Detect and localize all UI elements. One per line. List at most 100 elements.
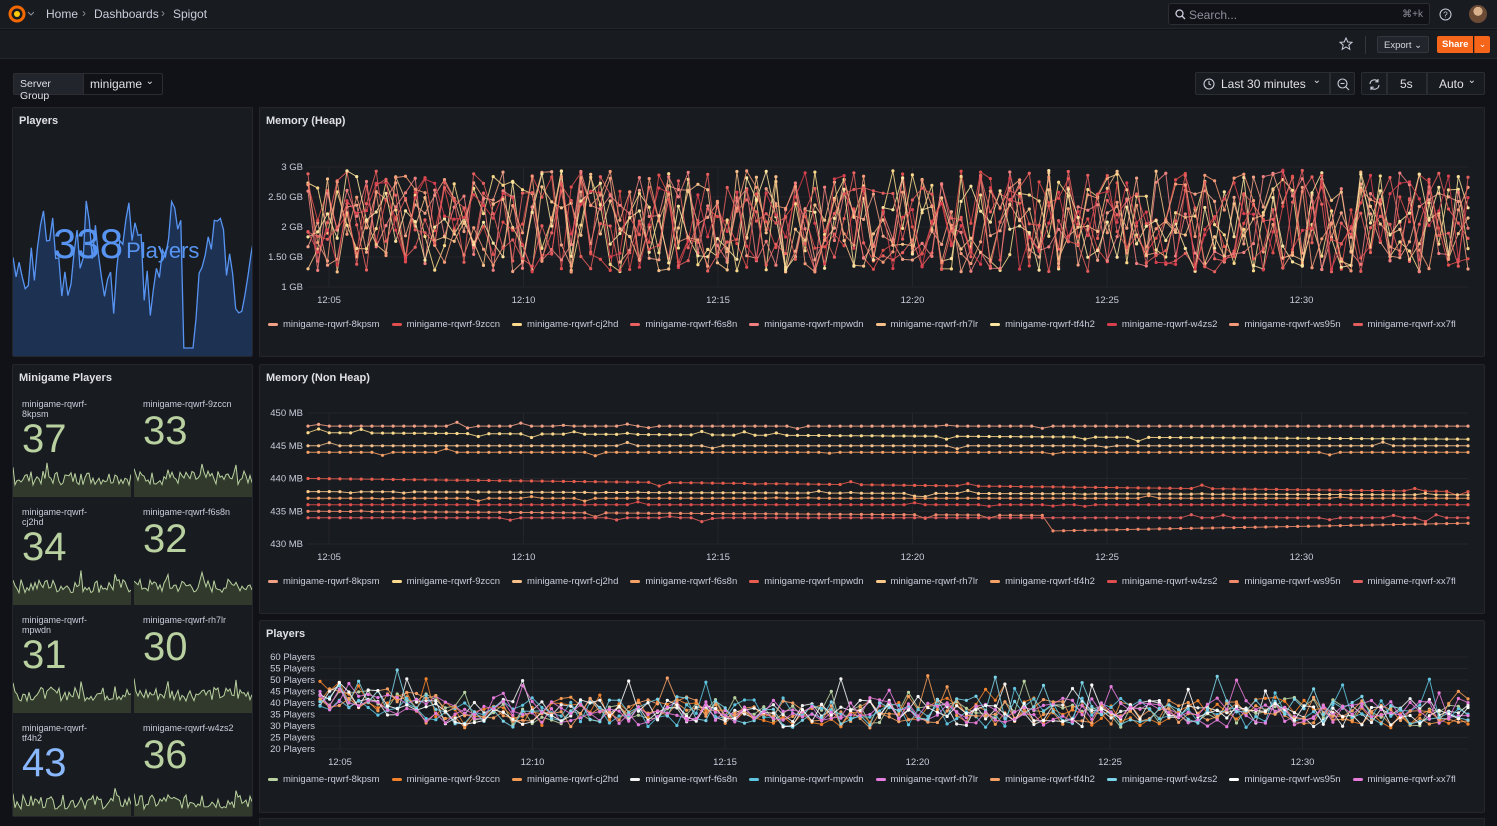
server-group-select[interactable]: minigame ⌄ bbox=[84, 73, 163, 95]
legend-item[interactable]: minigame-rqwrf-cj2hd bbox=[512, 771, 618, 789]
legend-item[interactable]: minigame-rqwrf-8kpsm bbox=[268, 316, 380, 334]
legend-item[interactable]: minigame-rqwrf-w4zs2 bbox=[1106, 316, 1217, 334]
refresh-interval-select[interactable]: 5s bbox=[1387, 72, 1427, 95]
data-point bbox=[1446, 257, 1451, 261]
legend-item[interactable]: minigame-rqwrf-f6s8n bbox=[630, 771, 737, 789]
data-point bbox=[721, 433, 725, 437]
data-point bbox=[940, 182, 944, 186]
data-point bbox=[317, 444, 321, 448]
data-point bbox=[423, 516, 427, 520]
data-point bbox=[1418, 716, 1422, 720]
data-point bbox=[668, 433, 672, 437]
data-point bbox=[1264, 424, 1268, 428]
legend-item[interactable]: minigame-rqwrf-rh7lr bbox=[875, 316, 978, 334]
legend-item[interactable]: minigame-rqwrf-ws95n bbox=[1229, 573, 1341, 591]
data-point bbox=[1105, 259, 1109, 263]
grafana-logo-icon[interactable] bbox=[8, 5, 35, 28]
legend-item[interactable]: minigame-rqwrf-ws95n bbox=[1229, 771, 1341, 789]
data-point bbox=[540, 715, 544, 719]
data-point bbox=[745, 236, 749, 240]
legend-item[interactable]: minigame-rqwrf-f6s8n bbox=[630, 316, 737, 334]
data-point bbox=[839, 677, 843, 681]
data-point bbox=[508, 510, 512, 514]
user-avatar[interactable] bbox=[1469, 5, 1487, 23]
data-point bbox=[1408, 700, 1412, 704]
legend-item[interactable]: minigame-rqwrf-mpwdn bbox=[749, 573, 864, 591]
data-point bbox=[733, 711, 737, 715]
data-point bbox=[700, 491, 704, 495]
share-dropdown-chevron-icon[interactable]: ⌄ bbox=[1474, 36, 1490, 53]
legend-item[interactable]: minigame-rqwrf-f6s8n bbox=[630, 573, 737, 591]
data-point bbox=[569, 254, 573, 258]
legend-item[interactable]: minigame-rqwrf-tf4h2 bbox=[990, 316, 1095, 334]
star-icon[interactable] bbox=[1339, 37, 1353, 51]
data-point bbox=[569, 695, 573, 699]
data-point bbox=[1455, 450, 1459, 454]
time-range-picker[interactable]: Last 30 minutes ⌄ bbox=[1195, 72, 1330, 95]
data-point bbox=[827, 496, 832, 500]
legend-item[interactable]: minigame-rqwrf-cj2hd bbox=[512, 316, 618, 334]
chevron-down-icon: ⌄ bbox=[1312, 75, 1321, 86]
legend-item[interactable]: minigame-rqwrf-xx7fl bbox=[1352, 771, 1456, 789]
data-point bbox=[823, 185, 827, 189]
data-point bbox=[1030, 450, 1034, 454]
data-point bbox=[813, 221, 817, 225]
data-point bbox=[540, 432, 544, 436]
breadcrumb-dashboards[interactable]: Dashboards bbox=[94, 7, 159, 21]
x-tick-label: 12:05 bbox=[317, 552, 341, 563]
data-point bbox=[1445, 496, 1449, 500]
data-point bbox=[984, 687, 988, 691]
legend-item[interactable]: minigame-rqwrf-9zccn bbox=[391, 316, 500, 334]
legend-item[interactable]: minigame-rqwrf-xx7fl bbox=[1352, 316, 1456, 334]
data-point bbox=[364, 226, 369, 230]
data-point bbox=[444, 490, 448, 494]
legend-item[interactable]: minigame-rqwrf-ws95n bbox=[1229, 316, 1341, 334]
help-icon[interactable]: ? bbox=[1439, 8, 1452, 21]
data-point bbox=[686, 246, 690, 250]
data-point bbox=[656, 709, 660, 713]
legend-item[interactable]: minigame-rqwrf-9zccn bbox=[391, 573, 500, 591]
data-point bbox=[540, 516, 544, 520]
data-point bbox=[423, 258, 427, 262]
data-point bbox=[827, 451, 832, 455]
data-point bbox=[1119, 701, 1123, 705]
legend-item[interactable]: minigame-rqwrf-w4zs2 bbox=[1106, 771, 1217, 789]
share-button[interactable]: Share bbox=[1437, 36, 1473, 53]
legend-item[interactable]: minigame-rqwrf-mpwdn bbox=[749, 771, 864, 789]
legend-item[interactable]: minigame-rqwrf-cj2hd bbox=[512, 573, 618, 591]
legend-item[interactable]: minigame-rqwrf-mpwdn bbox=[749, 316, 864, 334]
data-point bbox=[637, 233, 641, 237]
data-point bbox=[357, 684, 361, 688]
data-point bbox=[593, 516, 597, 520]
data-point bbox=[667, 184, 671, 188]
data-point bbox=[689, 516, 693, 520]
data-point bbox=[1310, 266, 1314, 270]
legend-item[interactable]: minigame-rqwrf-8kpsm bbox=[268, 771, 380, 789]
legend-item[interactable]: minigame-rqwrf-xx7fl bbox=[1352, 573, 1456, 591]
breadcrumb-home[interactable]: Home bbox=[46, 7, 79, 21]
legend-item[interactable]: minigame-rqwrf-rh7lr bbox=[875, 573, 978, 591]
auto-select[interactable]: Auto ⌄ bbox=[1427, 72, 1485, 95]
data-point bbox=[993, 712, 997, 716]
data-point bbox=[1083, 496, 1087, 500]
zoom-out-button[interactable] bbox=[1330, 72, 1355, 95]
data-point bbox=[1144, 261, 1148, 265]
data-point bbox=[944, 491, 949, 495]
legend-item[interactable]: minigame-rqwrf-w4zs2 bbox=[1106, 573, 1217, 591]
legend-item[interactable]: minigame-rqwrf-tf4h2 bbox=[990, 573, 1095, 591]
data-point bbox=[593, 503, 597, 507]
legend-item[interactable]: minigame-rqwrf-8kpsm bbox=[268, 573, 380, 591]
data-point bbox=[803, 249, 807, 253]
legend-item[interactable]: minigame-rqwrf-rh7lr bbox=[875, 771, 978, 789]
export-button[interactable]: Export ⌄ bbox=[1377, 36, 1429, 53]
legend-item[interactable]: minigame-rqwrf-tf4h2 bbox=[990, 771, 1095, 789]
refresh-button[interactable] bbox=[1361, 72, 1387, 95]
data-point bbox=[998, 424, 1002, 428]
data-point bbox=[934, 496, 938, 500]
data-point bbox=[462, 206, 466, 210]
legend-label: minigame-rqwrf-ws95n bbox=[1244, 319, 1341, 330]
data-point bbox=[1320, 202, 1324, 206]
search-input[interactable]: Search... ⌘+k bbox=[1168, 3, 1430, 25]
data-point bbox=[753, 444, 757, 448]
legend-item[interactable]: minigame-rqwrf-9zccn bbox=[391, 771, 500, 789]
